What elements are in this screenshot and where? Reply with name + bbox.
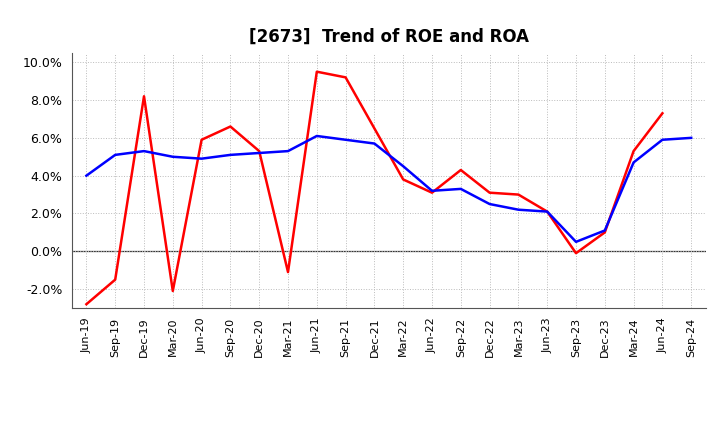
ROA — [226, 152, 235, 158]
ROE — [514, 192, 523, 197]
ROA — [572, 239, 580, 245]
ROE — [456, 167, 465, 172]
ROA — [111, 152, 120, 158]
Title: [2673]  Trend of ROE and ROA: [2673] Trend of ROE and ROA — [249, 28, 528, 46]
ROA — [140, 148, 148, 154]
ROE — [312, 69, 321, 74]
ROE — [82, 301, 91, 307]
ROA — [399, 164, 408, 169]
ROA — [370, 141, 379, 146]
ROE — [284, 269, 292, 275]
ROE — [485, 190, 494, 195]
ROE — [543, 209, 552, 214]
Line: ROA: ROA — [86, 136, 691, 242]
ROA — [428, 188, 436, 194]
ROE — [341, 75, 350, 80]
ROA — [456, 186, 465, 191]
ROE — [629, 148, 638, 154]
ROE — [255, 148, 264, 154]
ROE — [370, 126, 379, 131]
ROE — [226, 124, 235, 129]
ROE — [399, 177, 408, 182]
ROA — [543, 209, 552, 214]
ROA — [485, 202, 494, 207]
ROA — [341, 137, 350, 143]
ROE — [600, 230, 609, 235]
ROA — [600, 228, 609, 233]
ROA — [687, 135, 696, 140]
ROA — [168, 154, 177, 159]
ROE — [658, 110, 667, 116]
ROE — [428, 190, 436, 195]
ROA — [284, 148, 292, 154]
ROA — [658, 137, 667, 143]
ROE — [111, 277, 120, 282]
ROE — [140, 94, 148, 99]
Line: ROE: ROE — [86, 72, 662, 304]
ROA — [197, 156, 206, 161]
ROE — [197, 137, 206, 143]
ROA — [255, 150, 264, 156]
ROA — [82, 173, 91, 178]
ROA — [629, 160, 638, 165]
ROE — [168, 288, 177, 293]
ROA — [312, 133, 321, 139]
ROA — [514, 207, 523, 213]
ROE — [572, 250, 580, 256]
